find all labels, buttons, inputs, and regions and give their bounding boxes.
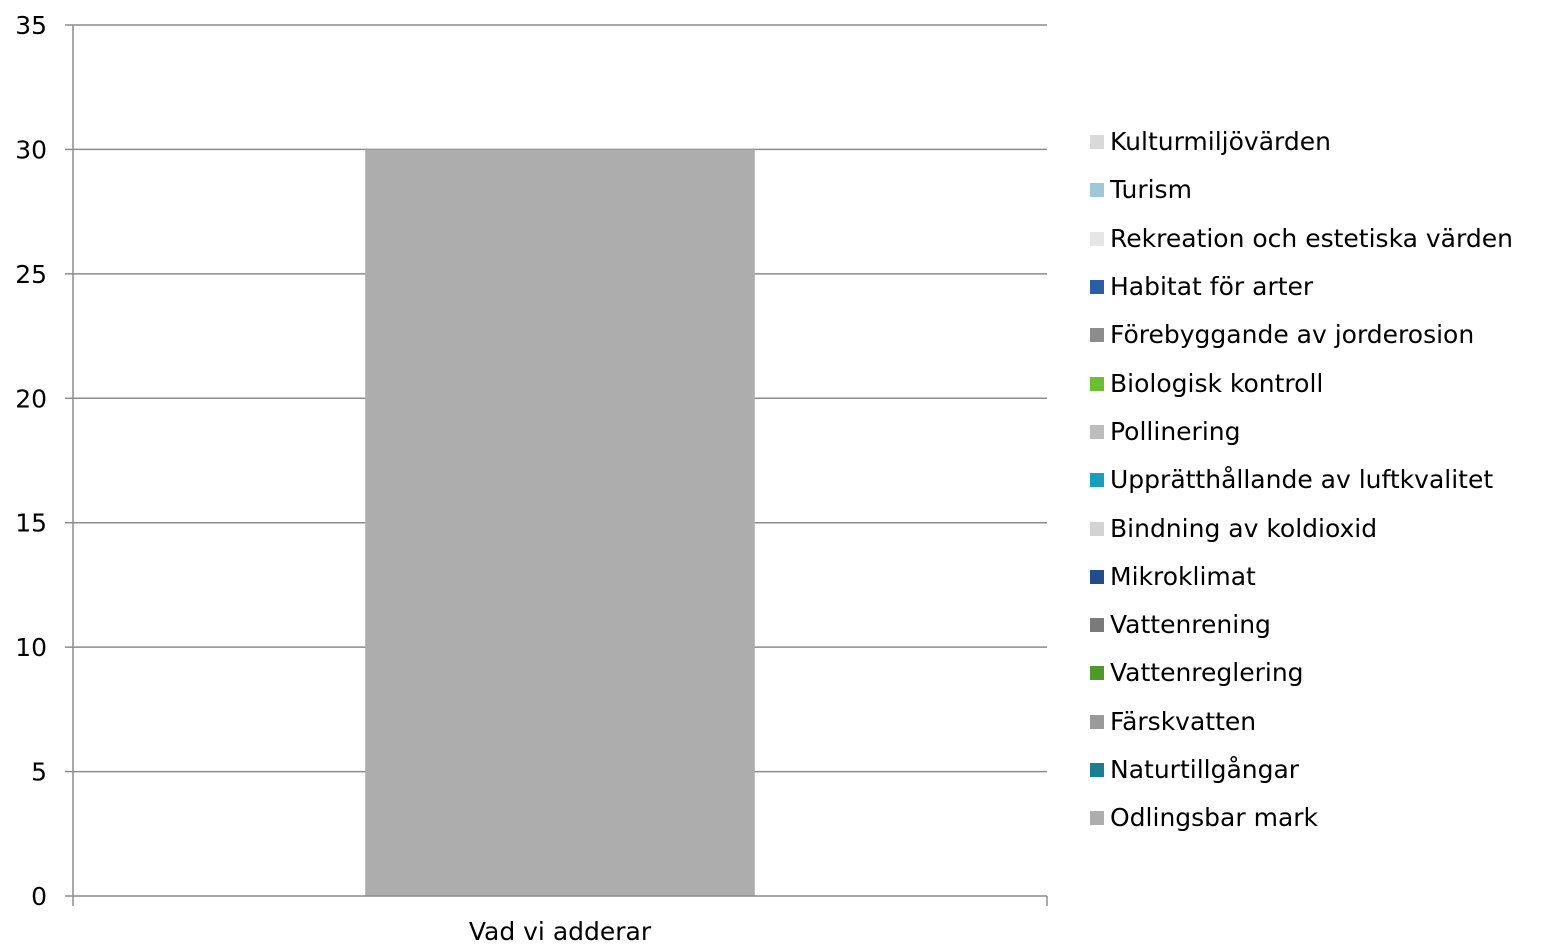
- y-tick-label: 20: [15, 384, 47, 413]
- legend-swatch: [1090, 328, 1104, 343]
- legend-label: Biologisk kontroll: [1110, 368, 1324, 398]
- legend-swatch: [1090, 811, 1104, 826]
- bar-segment: [365, 149, 755, 896]
- legend-swatch: [1090, 714, 1104, 729]
- x-category-label: Vad vi adderar: [469, 917, 652, 944]
- legend-item: Kulturmiljövärden: [1090, 118, 1513, 166]
- legend-label: Kulturmiljövärden: [1110, 127, 1331, 157]
- legend-label: Turism: [1110, 175, 1192, 205]
- legend-label: Färskvatten: [1110, 706, 1257, 736]
- legend-label: Vattenrening: [1110, 610, 1271, 640]
- legend-item: Bindning av koldioxid: [1090, 504, 1513, 552]
- legend-label: Bindning av koldioxid: [1110, 513, 1378, 543]
- y-tick-label: 15: [15, 509, 47, 538]
- legend-swatch: [1090, 521, 1104, 536]
- legend-item: Naturtillgångar: [1090, 746, 1513, 794]
- tick-labels: 0 5 10 15 20 25 30 35 Vad vi adderar: [15, 11, 652, 944]
- legend-label: Rekreation och estetiska värden: [1110, 223, 1513, 253]
- legend-swatch: [1090, 618, 1104, 633]
- legend-label: Naturtillgångar: [1110, 755, 1300, 784]
- legend-label: Odlingsbar mark: [1110, 803, 1319, 833]
- legend-swatch: [1090, 376, 1104, 391]
- legend-label: Habitat för arter: [1110, 272, 1314, 302]
- legend-swatch: [1090, 183, 1104, 198]
- legend-item: Habitat för arter: [1090, 263, 1513, 311]
- legend-item: Upprätthållande av luftkvalitet: [1090, 456, 1513, 504]
- legend-swatch: [1090, 569, 1104, 584]
- legend-swatch: [1090, 473, 1104, 488]
- legend: Kulturmiljövärden Turism Rekreation och es…: [1090, 118, 1513, 842]
- legend-swatch: [1090, 424, 1104, 439]
- legend-item: Odlingsbar mark: [1090, 794, 1513, 842]
- legend-label: Upprätthållande av luftkvalitet: [1110, 465, 1494, 495]
- legend-item: Förebyggande av jorderosion: [1090, 311, 1513, 359]
- legend-swatch: [1090, 280, 1104, 295]
- legend-swatch: [1090, 763, 1104, 777]
- legend-swatch: [1090, 231, 1104, 246]
- legend-item: Vattenrening: [1090, 601, 1513, 649]
- legend-swatch: [1090, 666, 1104, 681]
- legend-item: Rekreation och estetiska värden: [1090, 215, 1513, 263]
- legend-label: Förebyggande av jorderosion: [1110, 320, 1475, 350]
- y-tick-label: 0: [31, 882, 47, 911]
- y-tick-label: 25: [15, 260, 47, 289]
- legend-item: Biologisk kontroll: [1090, 359, 1513, 407]
- legend-label: Mikroklimat: [1110, 561, 1256, 591]
- legend-item: Turism: [1090, 166, 1513, 214]
- legend-swatch: [1090, 135, 1104, 150]
- legend-item: Färskvatten: [1090, 698, 1513, 746]
- legend-label: Pollinering: [1110, 416, 1241, 446]
- y-tick-label: 30: [15, 135, 47, 164]
- axes: [65, 24, 1048, 906]
- legend-item: Pollinering: [1090, 408, 1513, 456]
- y-tick-label: 35: [15, 11, 47, 40]
- y-tick-label: 5: [31, 758, 47, 787]
- legend-label: Vattenreglering: [1110, 658, 1304, 688]
- legend-item: Mikroklimat: [1090, 553, 1513, 601]
- y-tick-label: 10: [15, 633, 47, 662]
- legend-item: Vattenreglering: [1090, 649, 1513, 697]
- bars: [365, 149, 755, 896]
